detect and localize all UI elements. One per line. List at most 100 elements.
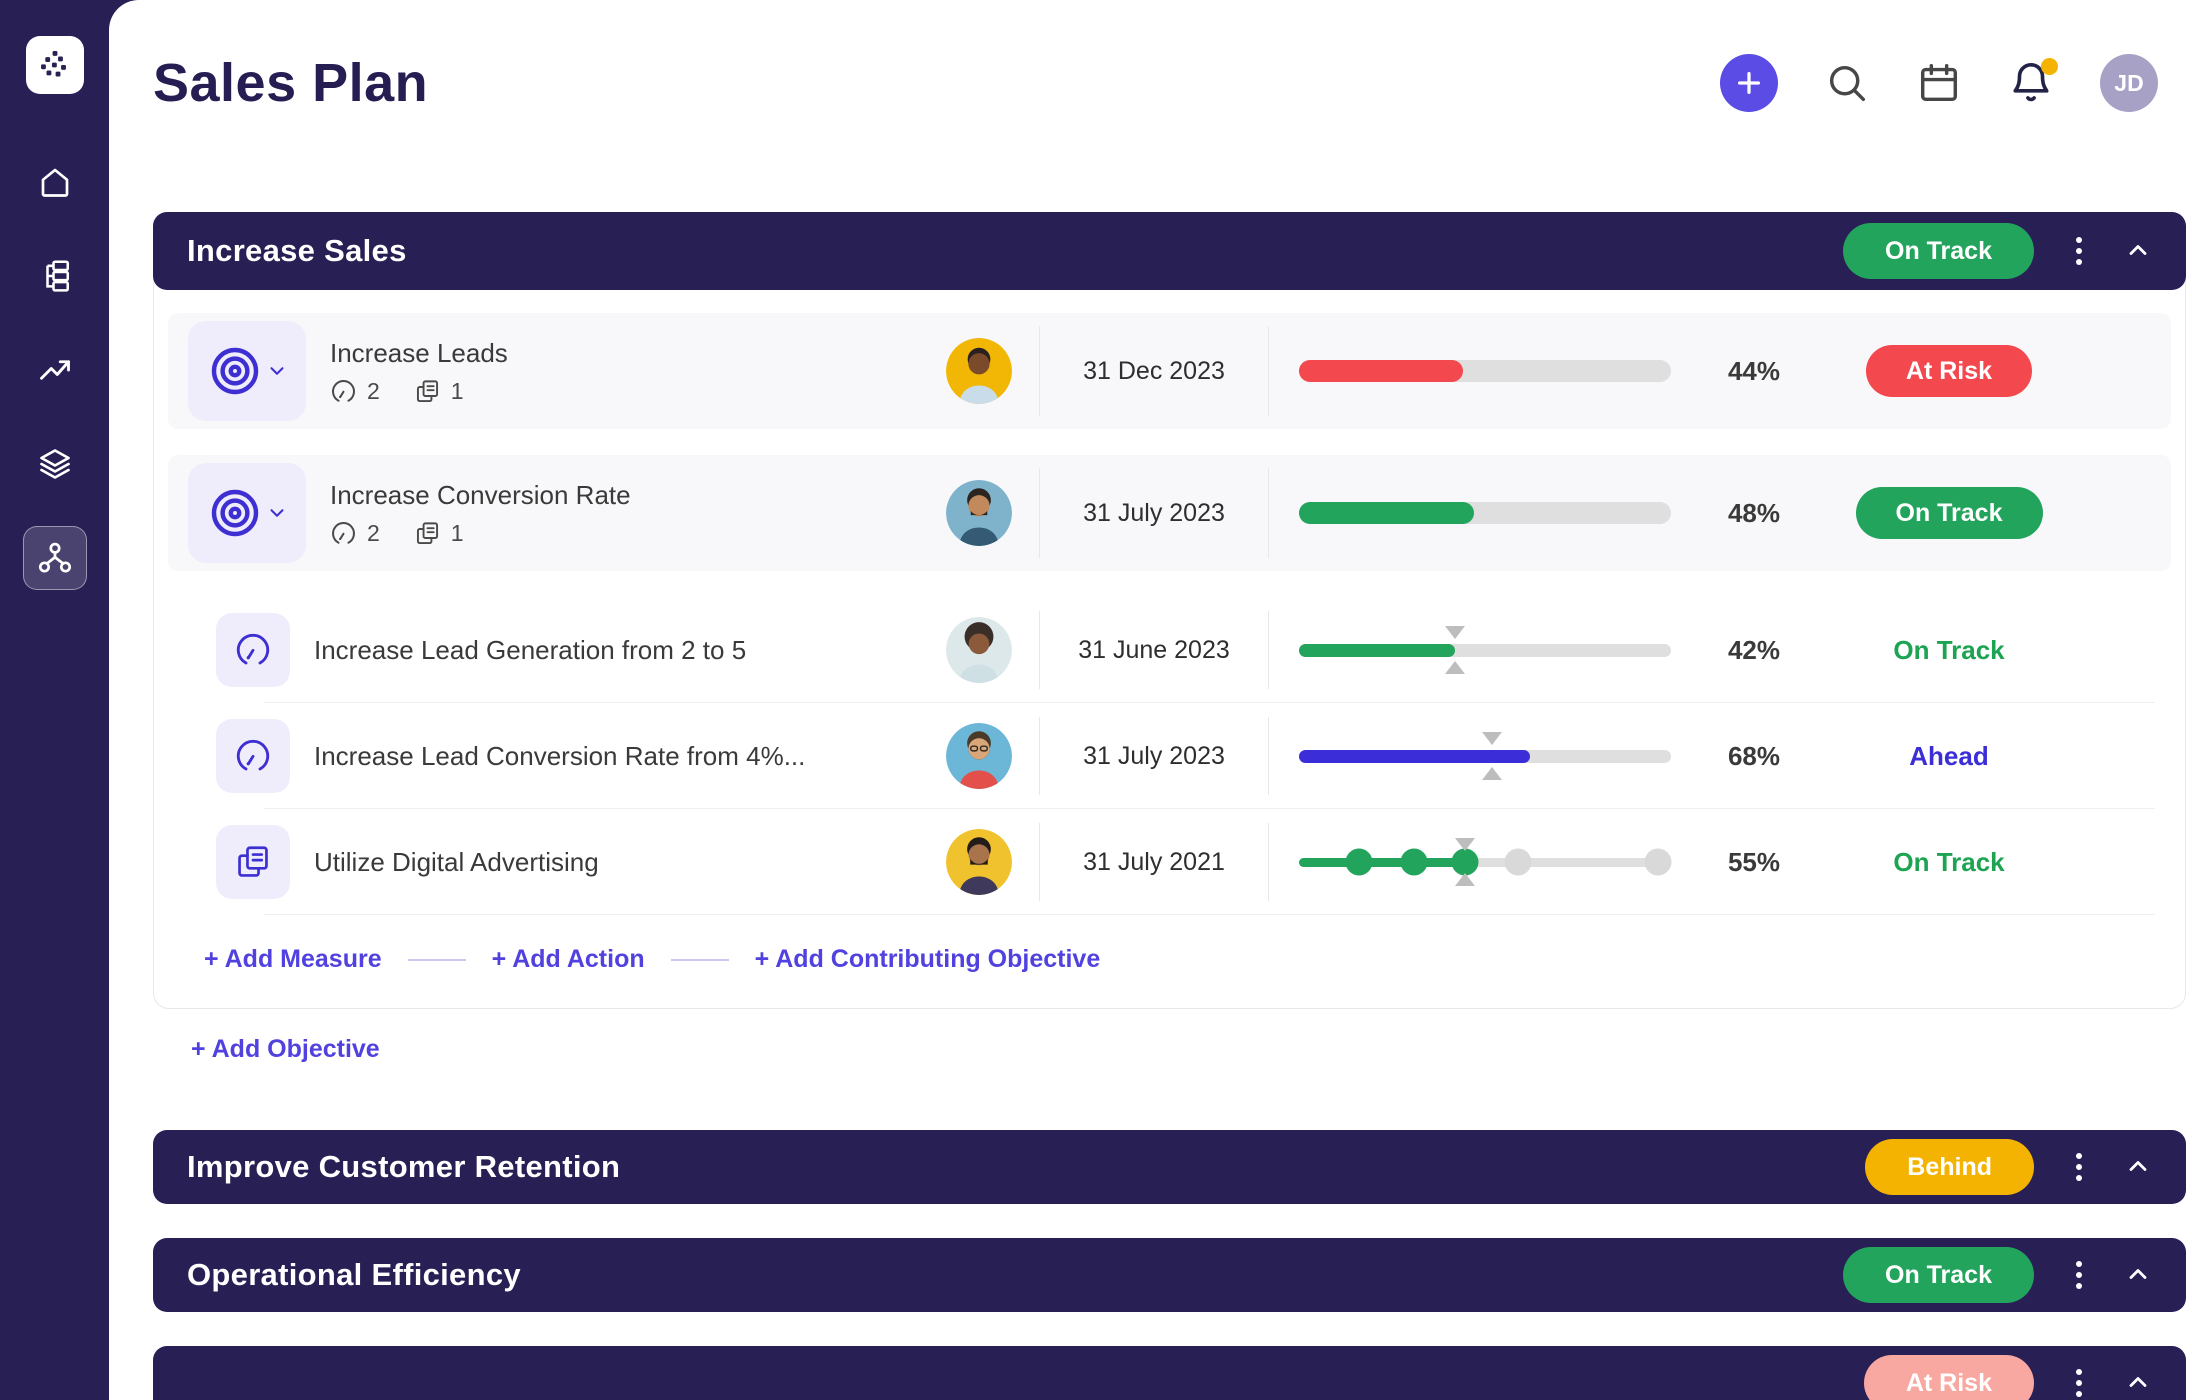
objective-collapse-button[interactable] (2124, 1152, 2152, 1183)
table-row-increase-lead-generation[interactable]: Increase Lead Generation from 2 to 5 31 … (168, 597, 2171, 704)
documents-icon (234, 843, 272, 881)
row-title: Increase Lead Conversion Rate from 4%... (314, 740, 806, 771)
sidebar (0, 0, 109, 1400)
notification-badge (2041, 58, 2058, 75)
objective-status-badge[interactable]: Behind (1865, 1139, 2034, 1196)
sidebar-item-trends[interactable] (23, 338, 87, 402)
progress-percent: 42% (1727, 634, 1781, 665)
calendar-button[interactable] (1916, 60, 1962, 106)
objective-menu-button[interactable] (2070, 1363, 2088, 1400)
link-divider (407, 958, 466, 961)
objective-status-badge[interactable]: On Track (1843, 223, 2034, 280)
gauge-icon (234, 737, 272, 775)
objective-bar-operational-efficiency[interactable]: Operational Efficiency On Track (153, 1238, 2186, 1313)
milestone-dot[interactable] (1345, 848, 1373, 876)
sidebar-item-layers[interactable] (23, 432, 87, 496)
due-date: 31 Dec 2023 (1039, 326, 1269, 417)
table-row-increase-leads[interactable]: Increase Leads 2 1 (168, 313, 2171, 430)
progress-slider[interactable] (1299, 626, 1671, 675)
link-divider (670, 958, 729, 961)
progress-percent: 68% (1727, 740, 1781, 771)
status-text: On Track (1893, 634, 2005, 665)
status-badge[interactable]: On Track (1855, 487, 2043, 540)
objective-menu-button[interactable] (2070, 1147, 2088, 1187)
page-title: Sales Plan (153, 53, 429, 113)
actions-count: 1 (450, 519, 464, 546)
sidebar-item-plan-network[interactable] (22, 526, 87, 590)
objective-bar-improve-customer-retention[interactable]: Improve Customer Retention Behind (153, 1130, 2186, 1205)
status-text: On Track (1893, 846, 2005, 877)
add-objective-link[interactable]: + Add Objective (191, 1035, 380, 1064)
documents-icon (414, 520, 441, 547)
table-row-utilize-digital-advertising[interactable]: Utilize Digital Advertising 31 July 2021 (168, 809, 2171, 916)
target-icon (207, 485, 263, 541)
row-title: Increase Lead Generation from 2 to 5 (314, 634, 747, 665)
network-icon (37, 540, 73, 576)
objective-menu-button[interactable] (2070, 231, 2088, 271)
add-contributing-objective-link[interactable]: + Add Contributing Objective (754, 945, 1101, 974)
objective-bar-partial[interactable]: At Risk (153, 1346, 2186, 1400)
owner-avatar[interactable] (946, 617, 1012, 684)
owner-avatar[interactable] (946, 829, 1012, 896)
chevron-up-icon (2124, 1368, 2152, 1396)
objective-collapse-button[interactable] (2124, 1260, 2152, 1291)
main-panel: Sales Plan JD Increase Sales On Track (109, 0, 2192, 1400)
home-icon (37, 164, 73, 200)
action-tile[interactable] (216, 825, 290, 900)
plus-icon (1734, 68, 1764, 98)
objective-header[interactable]: Increase Sales On Track (153, 212, 2186, 291)
search-button[interactable] (1824, 60, 1870, 106)
topbar-actions: JD (1720, 54, 2186, 112)
status-text: Ahead (1909, 740, 1989, 771)
objective-menu-button[interactable] (2070, 1255, 2088, 1295)
milestone-dot[interactable] (1451, 848, 1479, 876)
sidebar-item-home[interactable] (23, 150, 87, 214)
gauge-icon (234, 631, 272, 669)
status-badge[interactable]: At Risk (1865, 345, 2033, 398)
user-avatar[interactable]: JD (2100, 54, 2158, 112)
add-button[interactable] (1720, 54, 1778, 112)
milestone-progress-bar[interactable] (1299, 838, 1672, 887)
gauge-icon (330, 520, 357, 547)
objective-header-controls: On Track (1843, 223, 2152, 280)
objective-body: Increase Leads 2 1 (154, 289, 2185, 1008)
search-icon (1824, 60, 1870, 106)
objective-status-badge[interactable]: On Track (1843, 1247, 2034, 1304)
owner-avatar[interactable] (946, 723, 1012, 790)
sidebar-item-hierarchy[interactable] (23, 244, 87, 308)
due-date: 31 June 2023 (1039, 611, 1269, 690)
measure-tile[interactable] (216, 613, 290, 688)
milestone-dot[interactable] (1400, 848, 1428, 876)
milestone-dot[interactable] (1644, 848, 1672, 876)
app-logo[interactable] (25, 36, 84, 94)
add-measure-link[interactable]: + Add Measure (204, 945, 382, 974)
objective-title: Increase Sales (187, 233, 407, 269)
hierarchy-icon (37, 258, 73, 294)
progress-slider[interactable] (1299, 732, 1671, 781)
objective-card: Increase Sales On Track (153, 212, 2186, 1010)
measure-tile[interactable] (216, 719, 290, 794)
notifications-button[interactable] (2008, 58, 2058, 106)
row-title: Increase Leads (330, 337, 508, 368)
milestone-dot[interactable] (1504, 848, 1532, 876)
objective-collapse-button[interactable] (2124, 236, 2152, 267)
target-tile[interactable] (188, 321, 306, 422)
objective-collapse-button[interactable] (2124, 1368, 2152, 1399)
objective-status-badge[interactable]: At Risk (1863, 1355, 2034, 1400)
progress-percent: 55% (1727, 846, 1781, 877)
progress-bar (1299, 502, 1671, 525)
target-tile[interactable] (188, 463, 306, 564)
row-title: Utilize Digital Advertising (314, 846, 599, 877)
actions-count: 1 (450, 377, 464, 404)
add-action-link[interactable]: + Add Action (491, 945, 645, 974)
table-row-increase-conversion-rate[interactable]: Increase Conversion Rate 2 1 (168, 455, 2171, 572)
card-footer-links: + Add Measure + Add Action + Add Contrib… (154, 915, 2185, 1008)
chevron-up-icon (2124, 1260, 2152, 1288)
owner-avatar[interactable] (946, 338, 1012, 405)
table-row-increase-lead-conversion[interactable]: Increase Lead Conversion Rate from 4%...… (168, 703, 2171, 810)
owner-avatar[interactable] (946, 480, 1012, 547)
logo-dots-icon (38, 48, 72, 82)
documents-icon (414, 378, 441, 405)
trending-up-icon (37, 352, 73, 388)
